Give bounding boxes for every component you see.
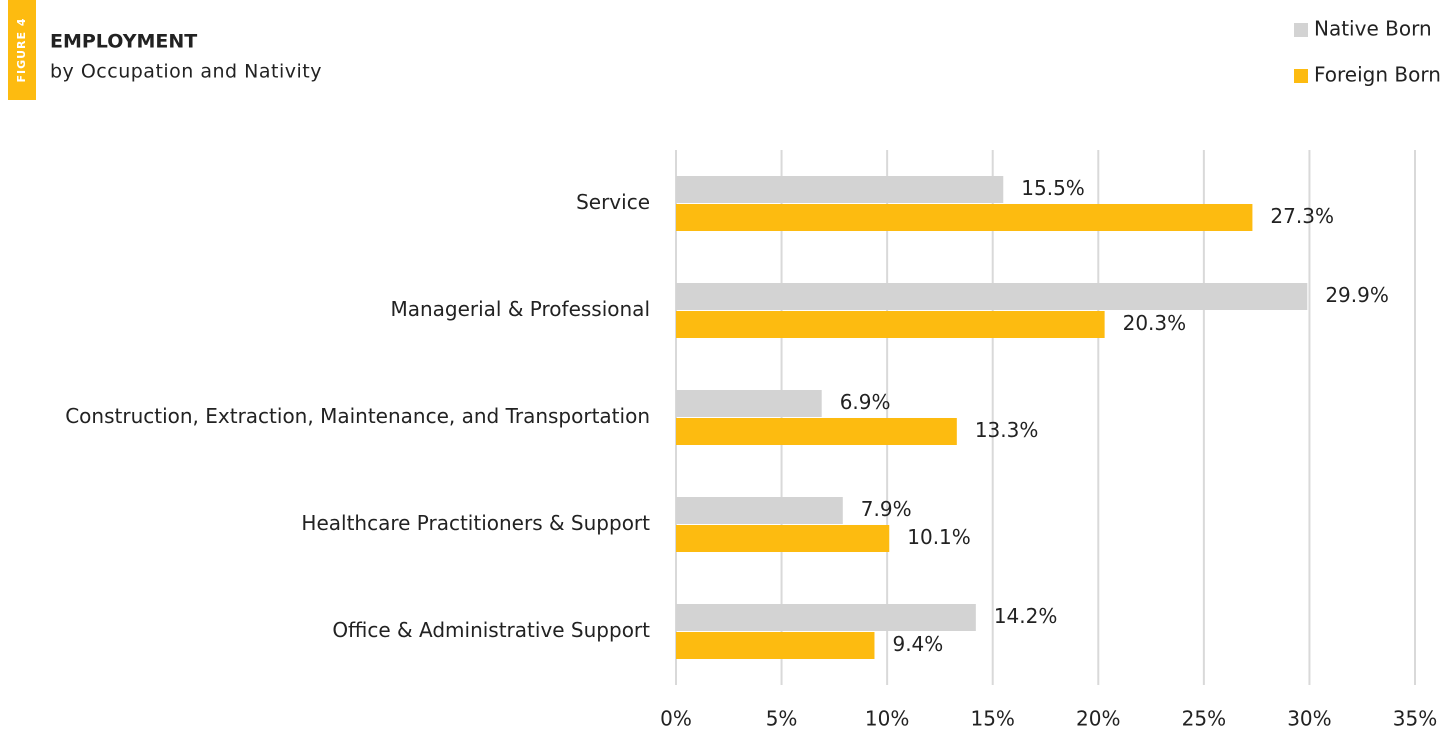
x-tick-label: 25% xyxy=(1182,707,1226,730)
value-label: 7.9% xyxy=(861,497,912,521)
bar xyxy=(676,604,976,631)
value-label: 20.3% xyxy=(1123,311,1187,335)
y-tick-label: Office & Administrative Support xyxy=(332,618,650,642)
bar xyxy=(676,632,875,659)
value-label: 29.9% xyxy=(1325,283,1389,307)
bar xyxy=(676,390,822,417)
x-tick-label: 0% xyxy=(660,707,692,730)
y-tick-label: Service xyxy=(576,190,650,214)
legend-swatch xyxy=(1294,69,1308,83)
x-tick-label: 20% xyxy=(1076,707,1120,730)
x-tick-label: 10% xyxy=(865,707,909,730)
bar xyxy=(676,176,1004,203)
x-tick-label: 30% xyxy=(1287,707,1331,730)
legend-swatch xyxy=(1294,23,1308,37)
figure-tab xyxy=(8,0,36,100)
y-tick-label: Managerial & Professional xyxy=(390,297,650,321)
bar xyxy=(676,283,1308,310)
bar xyxy=(676,497,843,524)
value-label: 10.1% xyxy=(907,525,971,549)
chart-subtitle: by Occupation and Nativity xyxy=(50,61,322,83)
x-tick-label: 35% xyxy=(1393,707,1437,730)
value-label: 13.3% xyxy=(975,418,1039,442)
value-label: 27.3% xyxy=(1270,204,1334,228)
y-tick-label: Construction, Extraction, Maintenance, a… xyxy=(65,404,650,428)
value-label: 14.2% xyxy=(994,604,1058,628)
bar xyxy=(676,204,1253,231)
y-tick-label: Healthcare Practitioners & Support xyxy=(301,511,650,535)
legend-label: Native Born xyxy=(1314,17,1432,41)
x-tick-label: 15% xyxy=(970,707,1014,730)
x-tick-label: 5% xyxy=(766,707,798,730)
bar xyxy=(676,311,1105,338)
value-label: 6.9% xyxy=(840,390,891,414)
figure-label: FIGURE 4 xyxy=(15,17,28,82)
bar xyxy=(676,525,890,552)
legend-label: Foreign Born xyxy=(1314,63,1441,87)
value-label: 15.5% xyxy=(1021,176,1085,200)
value-label: 9.4% xyxy=(892,632,943,656)
bar xyxy=(676,418,957,445)
chart-title: EMPLOYMENT xyxy=(50,31,197,53)
